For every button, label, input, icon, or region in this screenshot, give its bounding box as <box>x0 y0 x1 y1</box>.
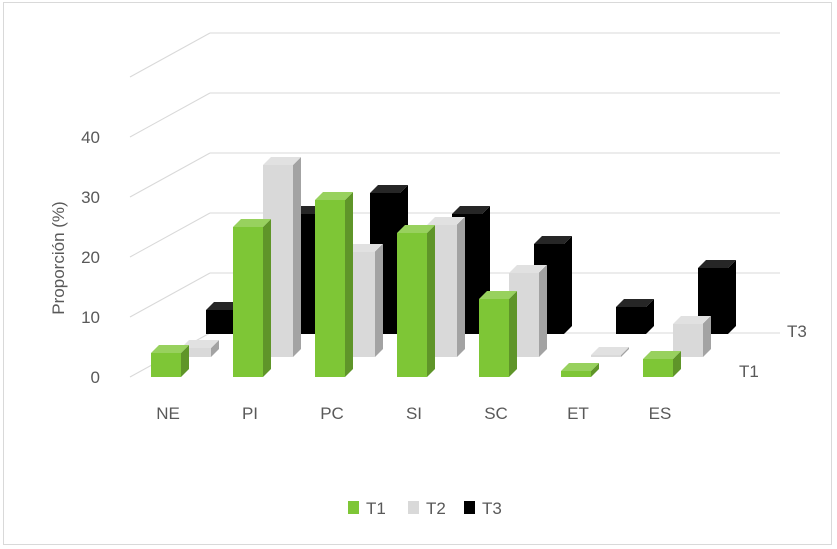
bar-front <box>151 353 181 377</box>
y-tick-label: 30 <box>81 188 100 207</box>
bar-front <box>616 307 646 334</box>
x-tick-label: NE <box>156 404 180 423</box>
bar-T2-ES <box>673 316 711 357</box>
bar-top <box>534 236 572 244</box>
x-tick-label: SC <box>484 404 508 423</box>
legend: T1 T2 T3 <box>348 499 502 518</box>
bar-side <box>621 347 629 357</box>
bar-side <box>293 157 301 357</box>
y-tick-label: 40 <box>81 128 100 147</box>
x-tick-label: SI <box>406 404 422 423</box>
bar-top <box>479 291 517 299</box>
bar-top <box>452 206 490 214</box>
gridline-diagonal <box>129 32 211 78</box>
bar-top <box>397 225 435 233</box>
bar-side <box>375 244 383 357</box>
bar-T2-ET <box>591 347 629 357</box>
bar-side <box>211 340 219 357</box>
bar-front <box>206 310 236 334</box>
bar-top <box>698 260 736 268</box>
bar-T1-NE <box>151 345 189 377</box>
legend-label: T1 <box>366 499 386 518</box>
bar-top <box>263 157 301 165</box>
bar-side <box>427 225 435 377</box>
bar-side <box>646 299 654 334</box>
bar-T2-NE <box>181 340 219 357</box>
x-tick-label: ET <box>567 404 589 423</box>
legend-swatch <box>348 501 359 514</box>
x-tick-label: PC <box>320 404 344 423</box>
bar-side <box>509 291 517 377</box>
bar-top <box>151 345 189 353</box>
legend-swatch <box>464 501 475 514</box>
bar-top <box>181 340 219 348</box>
bar-T1-SC <box>479 291 517 377</box>
bar-front <box>315 200 345 377</box>
bar-top <box>509 265 547 273</box>
bar-top <box>345 244 383 252</box>
legend-label: T2 <box>426 499 446 518</box>
bar-T1-PI <box>233 219 271 377</box>
bar-front <box>233 227 263 377</box>
gridline-diagonal <box>129 272 211 318</box>
bar-side <box>539 265 547 357</box>
y-tick-label: 20 <box>81 248 100 267</box>
bar-front <box>479 299 509 377</box>
bar-front <box>591 355 621 357</box>
bar-T1-ET <box>561 363 599 377</box>
y-tick-label: 10 <box>81 308 100 327</box>
bar-top <box>591 347 629 355</box>
bar-top <box>370 185 408 193</box>
x-tick-label: PI <box>242 404 258 423</box>
legend-swatch <box>408 501 419 514</box>
bar-side <box>728 260 736 334</box>
bar-top <box>673 316 711 324</box>
bar-top <box>643 351 681 359</box>
y-axis-title: Proporción (%) <box>49 201 68 314</box>
bar-T1-SI <box>397 225 435 377</box>
gridline-diagonal <box>129 212 211 258</box>
bar-side <box>673 351 681 377</box>
y-tick-label: 0 <box>91 368 100 387</box>
bar-side <box>263 219 271 377</box>
bar-front <box>561 371 591 377</box>
bar-side <box>345 192 353 377</box>
gridline-diagonal <box>129 152 211 198</box>
bar-T3-ET <box>616 299 654 334</box>
bar-side <box>457 217 465 357</box>
bar-T1-PC <box>315 192 353 377</box>
bar-top <box>427 217 465 225</box>
bar-top <box>561 363 599 371</box>
bar-front <box>397 233 427 377</box>
legend-label: T3 <box>482 499 502 518</box>
bar-front <box>181 348 211 357</box>
bar-T1-ES <box>643 351 681 377</box>
bar-front <box>643 359 673 377</box>
gridline-diagonal <box>129 92 211 138</box>
bar-top <box>315 192 353 200</box>
depth-label: T3 <box>787 322 807 341</box>
bar-side <box>703 316 711 357</box>
bar-top <box>233 219 271 227</box>
bar-side <box>591 363 599 377</box>
x-tick-label: ES <box>649 404 672 423</box>
bar-top <box>616 299 654 307</box>
bar-side <box>181 345 189 377</box>
depth-label: T1 <box>739 362 759 381</box>
bar-side <box>564 236 572 334</box>
